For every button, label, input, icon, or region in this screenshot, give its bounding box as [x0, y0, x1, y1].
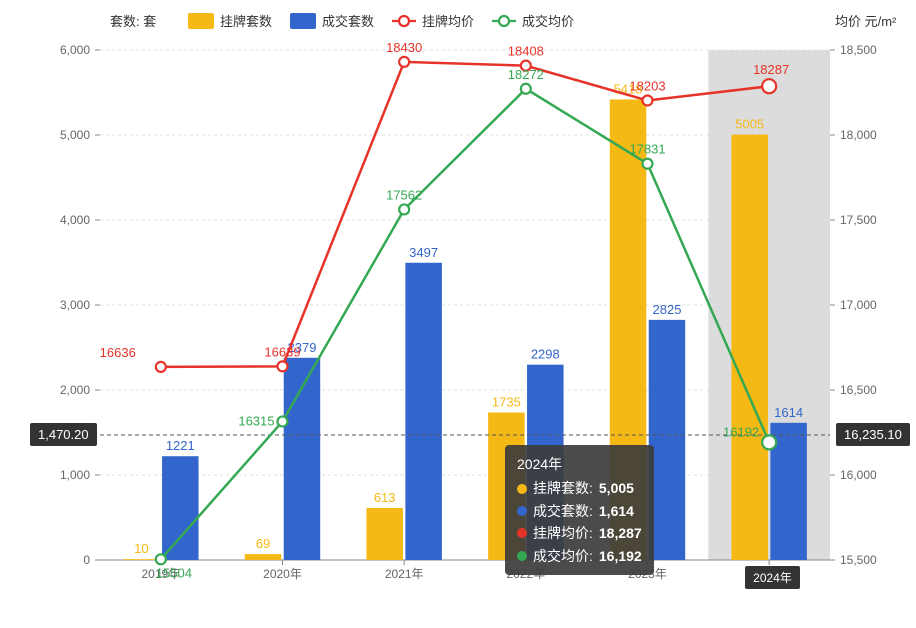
- left-tag-value: 1,470.20: [38, 427, 89, 442]
- left-axis-title: 套数: 套: [110, 14, 156, 29]
- line-label: 18287: [753, 62, 789, 77]
- bar-label: 69: [256, 536, 270, 551]
- chart-svg: 0 1,000 2,000 3,000 4,000 5,000 6,000 15,500 16,…: [0, 0, 916, 628]
- y-left-tick-label: 6,000: [60, 43, 90, 57]
- y-right-tick-label: 18,500: [840, 43, 877, 57]
- legend-label: 挂牌套数: [220, 14, 272, 29]
- legend-label: 挂牌均价: [422, 14, 474, 29]
- bar[interactable]: [366, 508, 403, 560]
- line-marker[interactable]: [278, 361, 288, 371]
- legend-swatch-marker: [399, 16, 409, 26]
- legend-label: 成交均价: [522, 14, 574, 29]
- line-label: 18203: [629, 78, 665, 93]
- x-tick-label: 2021年: [385, 567, 424, 581]
- y-left-tick-label: 4,000: [60, 213, 90, 227]
- line-marker[interactable]: [156, 362, 166, 372]
- legend-swatch: [290, 13, 316, 29]
- x-tick-label: 2022年: [506, 567, 545, 581]
- line-marker[interactable]: [643, 159, 653, 169]
- y-left-tick-label: 5,000: [60, 128, 90, 142]
- bar[interactable]: [610, 99, 647, 560]
- bar[interactable]: [527, 365, 564, 560]
- line-marker[interactable]: [399, 204, 409, 214]
- bar[interactable]: [162, 456, 199, 560]
- y-right-tick-label: 16,000: [840, 468, 877, 482]
- bar[interactable]: [649, 320, 686, 560]
- y-left-tick-label: 1,000: [60, 468, 90, 482]
- bar[interactable]: [731, 135, 768, 560]
- legend-swatch: [188, 13, 214, 29]
- left-axis-crosshair-tag: 1,470.20: [30, 423, 97, 446]
- line-label: 18408: [508, 44, 544, 59]
- bar[interactable]: [405, 263, 442, 560]
- line-label: 16315: [238, 413, 274, 428]
- legend-swatch-marker: [499, 16, 509, 26]
- y-right-tick-label: 17,500: [840, 213, 877, 227]
- y-right-tick-label: 17,000: [840, 298, 877, 312]
- bar[interactable]: [123, 559, 160, 560]
- y-right-tick-label: 18,000: [840, 128, 877, 142]
- line-marker[interactable]: [156, 554, 166, 564]
- right-tag-value: 16,235.10: [844, 427, 902, 442]
- bar-label: 2298: [531, 347, 560, 362]
- line-marker[interactable]: [521, 84, 531, 94]
- legend-label: 成交套数: [322, 14, 374, 29]
- line-label: 17831: [629, 142, 665, 157]
- x-tick-label: 2023年: [628, 567, 667, 581]
- bar-label: 3497: [409, 245, 438, 260]
- line-label: 15504: [156, 565, 192, 580]
- bar[interactable]: [245, 554, 281, 560]
- line-label: 16639: [264, 344, 300, 359]
- x-axis-highlight-tag: 2024年: [745, 566, 800, 589]
- y-left-tick-label: 3,000: [60, 298, 90, 312]
- line-label: 17562: [386, 187, 422, 202]
- line-marker[interactable]: [399, 57, 409, 67]
- y-right-tick-label: 15,500: [840, 553, 877, 567]
- line-marker[interactable]: [762, 435, 776, 449]
- right-axis-crosshair-tag: 16,235.10: [836, 423, 910, 446]
- bar-label: 10: [134, 541, 148, 556]
- y-left-tick-label: 0: [83, 553, 90, 567]
- line-label: 18430: [386, 40, 422, 55]
- chart-container: 0 1,000 2,000 3,000 4,000 5,000 6,000 15,500 16,…: [0, 0, 916, 628]
- bar-label: 1614: [774, 405, 803, 420]
- x-tick-label: 2020年: [263, 567, 302, 581]
- bar-label: 613: [374, 490, 396, 505]
- x-highlight-label: 2024年: [753, 571, 792, 585]
- y-left-tick-label: 2,000: [60, 383, 90, 397]
- line-marker[interactable]: [643, 95, 653, 105]
- line-marker[interactable]: [762, 79, 776, 93]
- bar-label: 5005: [735, 117, 764, 132]
- line-label: 16636: [100, 345, 136, 360]
- bar-label: 2825: [653, 302, 682, 317]
- line-label: 18272: [508, 67, 544, 82]
- line-label: 16192: [723, 424, 759, 439]
- line-marker[interactable]: [278, 416, 288, 426]
- bar-label: 1221: [166, 438, 195, 453]
- y-right-tick-label: 16,500: [840, 383, 877, 397]
- bar-label: 1735: [492, 395, 521, 410]
- right-axis-title: 均价 元/m²: [835, 14, 897, 29]
